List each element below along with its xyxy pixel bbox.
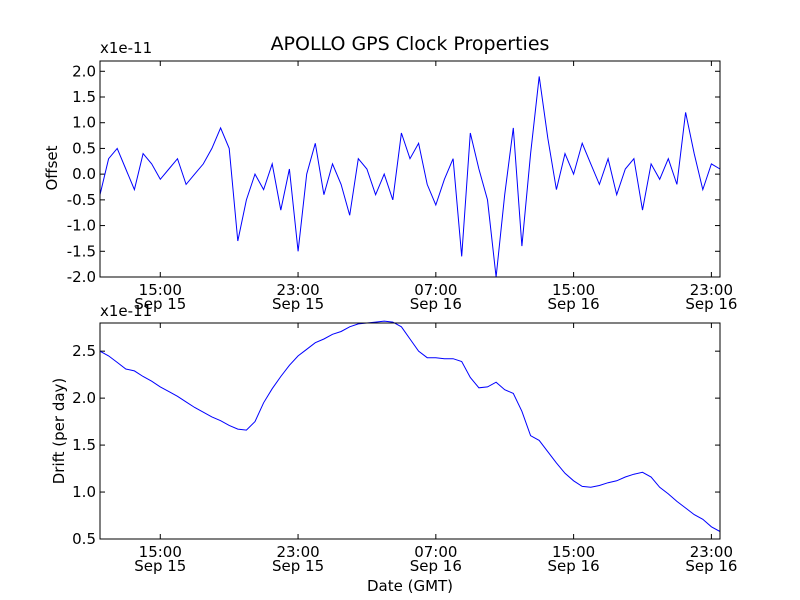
drift-x-tick-time: 23:00 [690, 543, 733, 561]
drift-x-tick-time: 15:00 [552, 543, 595, 561]
offset-series-line [99, 76, 721, 278]
drift-axis-ticks [100, 323, 720, 540]
drift-x-tick-date: Sep 16 [685, 557, 737, 575]
offset-y-tick-labels: -2.0 -1.5 -1.0 -0.5 0.0 0.5 1.0 1.5 2.0 [67, 62, 96, 286]
offset-x-tick-date: Sep 16 [685, 295, 737, 313]
drift-x-tick-time: 15:00 [139, 543, 182, 561]
drift-y-tick-labels: 0.5 1.0 1.5 2.0 2.5 [72, 342, 96, 548]
drift-y-tick-label: 0.5 [72, 530, 96, 548]
offset-plot-frame [99, 60, 721, 278]
drift-x-axis-label: Date (GMT) [367, 577, 453, 595]
offset-x-tick-time: 15:00 [552, 281, 595, 299]
drift-x-tick-date: Sep 15 [272, 557, 324, 575]
drift-x-tick-time: 07:00 [414, 543, 457, 561]
drift-plot-frame [99, 322, 721, 540]
offset-y-tick-label: 0.0 [72, 165, 96, 183]
offset-x-tick-time: 23:00 [276, 281, 319, 299]
offset-y-tick-label: -1.5 [67, 242, 96, 260]
offset-x-tick-date: Sep 16 [548, 295, 600, 313]
offset-y-tick-label: 1.5 [72, 88, 96, 106]
drift-x-tick-date: Sep 16 [548, 557, 600, 575]
offset-y-tick-label: -1.0 [67, 217, 96, 235]
offset-y-tick-label: 2.0 [72, 62, 96, 80]
offset-x-tick-time: 23:00 [690, 281, 733, 299]
drift-y-tick-label: 2.0 [72, 389, 96, 407]
drift-y-axis-label: Drift (per day) [50, 378, 68, 485]
chart-title: APOLLO GPS Clock Properties [271, 33, 550, 55]
offset-y-axis-label: Offset [43, 145, 61, 190]
offset-y-tick-label: 0.5 [72, 139, 96, 157]
offset-y-tick-label: -0.5 [67, 191, 96, 209]
offset-x-tick-time: 15:00 [139, 281, 182, 299]
offset-multiplier-label: x1e-11 [100, 39, 152, 57]
offset-x-tick-date: Sep 15 [134, 295, 186, 313]
offset-axis-ticks [100, 61, 720, 278]
offset-y-tick-label: 1.0 [72, 114, 96, 132]
drift-plot: x1e-11 Drift (per day) Date (GMT) 15:00S… [50, 302, 737, 595]
offset-x-tick-date: Sep 16 [410, 295, 462, 313]
drift-series-line [99, 320, 721, 532]
drift-multiplier-label: x1e-11 [100, 302, 152, 320]
drift-x-tick-date: Sep 16 [410, 557, 462, 575]
drift-y-tick-label: 1.0 [72, 483, 96, 501]
drift-x-tick-date: Sep 15 [134, 557, 186, 575]
offset-x-tick-date: Sep 15 [272, 295, 324, 313]
drift-x-tick-time: 23:00 [276, 543, 319, 561]
offset-x-tick-time: 07:00 [414, 281, 457, 299]
drift-y-tick-label: 2.5 [72, 342, 96, 360]
drift-y-tick-label: 1.5 [72, 436, 96, 454]
offset-y-tick-label: -2.0 [67, 268, 96, 286]
